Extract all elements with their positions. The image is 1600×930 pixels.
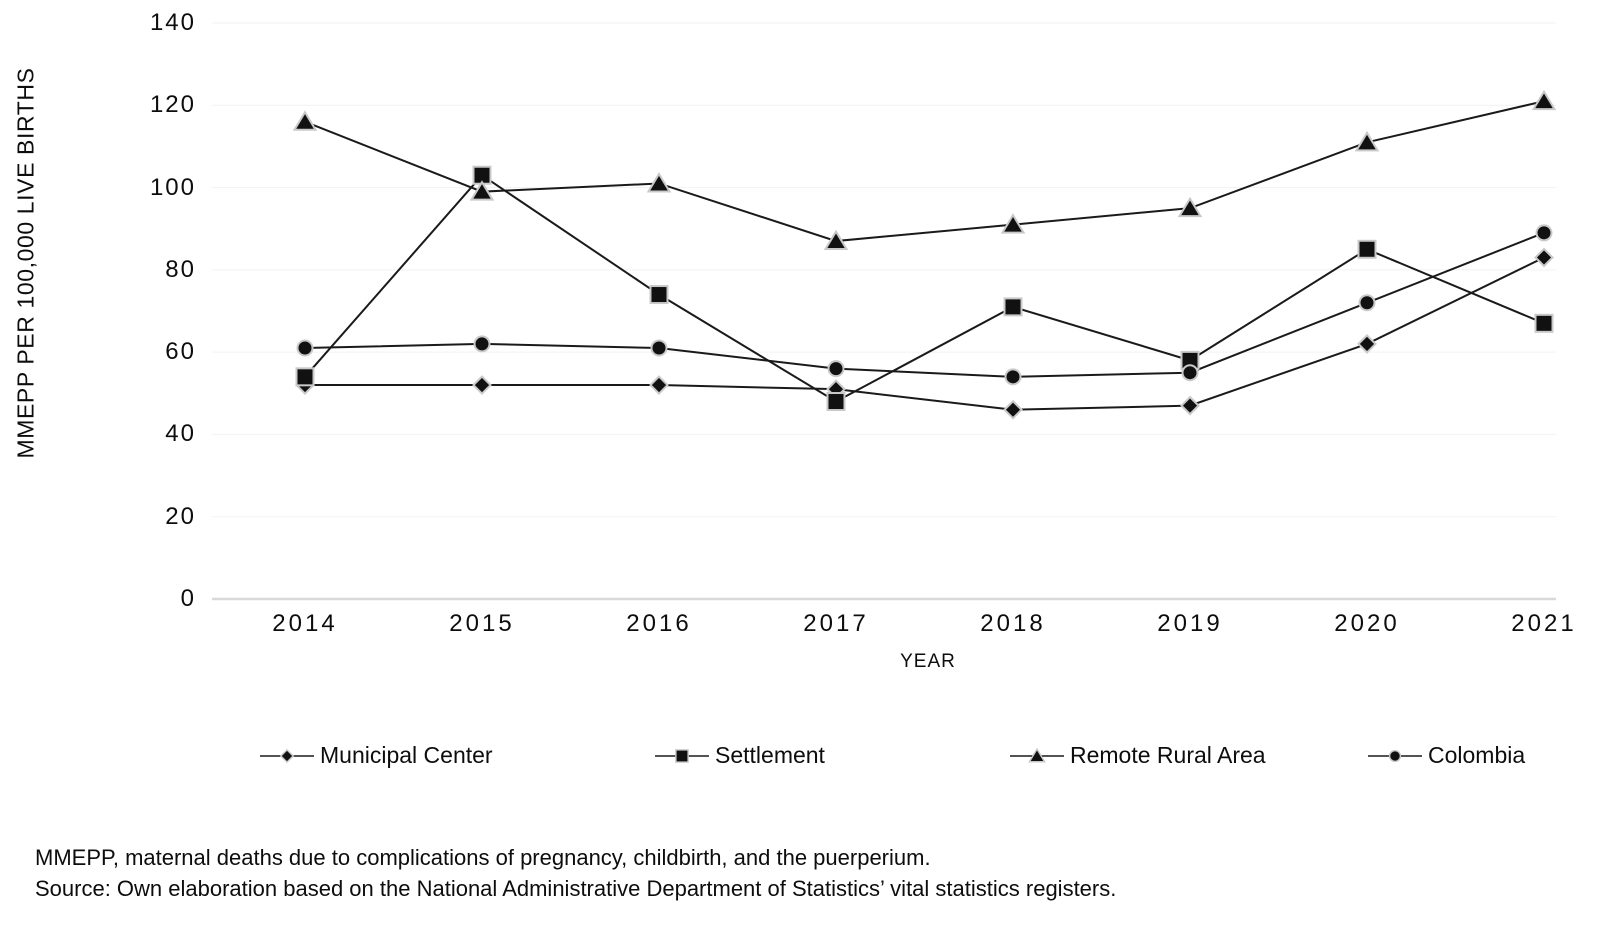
data-point-colombia-2019 [1181,364,1199,382]
x-tick-label-2014: 2014 [272,610,338,637]
municipal-center-legend-marker-icon [260,748,314,763]
y-tick-label-120: 120 [149,91,196,119]
y-tick-label-100: 100 [149,173,196,201]
data-point-settlement-2021 [1534,313,1554,333]
data-point-remote-rural-area-2017 [823,229,849,251]
settlement-legend-marker-icon [655,748,709,763]
data-point-settlement-2017 [826,392,846,412]
legend-item-municipal-center: Municipal Center [260,742,493,769]
data-point-municipal-center-2015 [472,375,492,395]
data-point-remote-rural-area-2019 [1177,196,1203,218]
remote-rural-area-legend-marker-icon [1010,747,1064,762]
y-tick-label-0: 0 [180,585,196,612]
legend-item-remote-rural-area: Remote Rural Area [1010,742,1266,769]
series-line-municipal-center [305,256,1545,411]
x-tick-label-2016: 2016 [626,610,692,637]
legend-item-label: Settlement [715,742,825,768]
data-point-colombia-2015 [473,335,491,353]
data-point-settlement-2018 [1003,297,1023,317]
data-point-remote-rural-area-2014 [292,110,318,131]
x-tick-label-2018: 2018 [980,610,1046,637]
data-point-colombia-2014 [296,339,314,357]
series-line-colombia [304,231,1545,378]
legend-item-label: Remote Rural Area [1070,742,1266,768]
data-point-municipal-center-2019 [1180,395,1200,416]
footnote-definition-line: MMEPP, maternal deaths due to complicati… [35,845,931,870]
data-point-colombia-2017 [827,360,845,378]
circle-icon [1388,749,1402,762]
x-axis-title: YEAR [900,651,956,672]
legend-item-label: Colombia [1428,742,1526,768]
data-point-colombia-2020 [1358,294,1376,312]
data-point-colombia-2018 [1004,368,1022,386]
y-tick-label-60: 60 [165,338,196,366]
data-point-remote-rural-area-2016 [646,172,672,193]
x-tick-label-2020: 2020 [1334,610,1400,637]
legend-item-settlement: Settlement [655,742,825,769]
square-icon [675,748,689,763]
y-tick-label-140: 140 [149,9,196,36]
y-tick-label-80: 80 [165,255,196,283]
triangle-icon [1028,747,1046,762]
x-tick-label-2019: 2019 [1157,610,1223,637]
data-point-municipal-center-2021 [1534,247,1554,268]
data-point-remote-rural-area-2018 [1000,213,1026,234]
x-tick-label-2015: 2015 [449,610,515,637]
series-line-settlement [304,173,1545,403]
data-point-remote-rural-area-2015 [469,180,495,201]
legend-item-label: Municipal Center [320,742,493,768]
x-tick-label-2017: 2017 [803,610,869,637]
data-point-colombia-2021 [1535,224,1553,242]
series-line-remote-rural-area [304,100,1545,243]
data-point-municipal-center-2016 [649,375,669,395]
data-point-municipal-center-2020 [1357,334,1377,354]
diamond-icon [279,748,295,763]
footnote: MMEPP, maternal deaths due to complicati… [35,842,1116,904]
data-point-settlement-2020 [1357,239,1377,259]
y-tick-label-40: 40 [165,420,196,448]
x-tick-label-2021: 2021 [1511,610,1577,637]
data-point-settlement-2014 [295,367,315,387]
data-point-colombia-2016 [650,339,668,357]
y-axis-title: MMEPP PER 100,000 LIVE BIRTHS [12,67,39,459]
data-point-settlement-2016 [649,285,669,305]
y-tick-label-20: 20 [165,502,196,530]
line-chart-plot-area [212,22,1557,601]
data-point-municipal-center-2018 [1003,399,1023,420]
data-point-remote-rural-area-2020 [1354,130,1380,152]
footnote-source-line: Source: Own elaboration based on the Nat… [35,876,1117,901]
data-point-remote-rural-area-2021 [1531,89,1557,111]
colombia-legend-marker-icon [1368,749,1422,762]
legend-item-colombia: Colombia [1368,742,1525,769]
